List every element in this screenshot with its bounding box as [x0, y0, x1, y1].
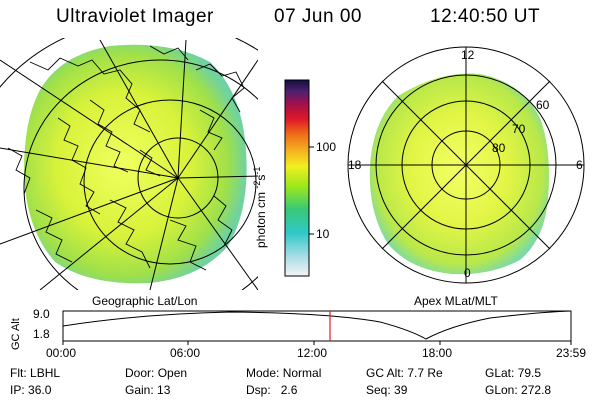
ip-info: IP: 36.0 [10, 383, 52, 397]
mlt-label-6: 6 [576, 158, 583, 172]
geographic-caption: Geographic Lat/Lon [92, 294, 198, 308]
time-title: 12:40:50 UT [430, 6, 541, 27]
geo-lat-circles [0, 38, 258, 290]
instrument-title: Ultraviolet Imager [56, 6, 214, 27]
altitude-xtick: 18:00 [422, 346, 453, 360]
altitude-ylabel: GC Alt [10, 318, 22, 350]
seq-info: Seq: 39 [366, 383, 408, 397]
altitude-ymin: 1.8 [33, 327, 50, 341]
mag-mlt-lines [348, 47, 584, 283]
altitude-trace [62, 310, 572, 340]
mlt-label-18: 18 [348, 158, 362, 172]
mode-info: Mode: Normal [246, 366, 322, 380]
mlt-label-0: 0 [464, 266, 471, 280]
glat-info: GLat: 79.5 [485, 366, 542, 380]
altitude-ymax: 9.0 [33, 307, 50, 321]
filter-info: Flt: LBHL [10, 366, 61, 380]
magnetic-polar-plot [347, 46, 585, 284]
gc-alt-info: GC Alt: 7.7 Re [366, 366, 443, 380]
altitude-plot [62, 310, 572, 345]
colorbar-tick-10: 10 [316, 227, 330, 241]
altitude-xtick: 06:00 [170, 346, 201, 360]
magnetic-caption: Apex MLat/MLT [414, 294, 498, 308]
date-title: 07 Jun 00 [274, 6, 362, 27]
geographic-map [0, 38, 258, 290]
altitude-plot-frame [62, 310, 572, 342]
gain-info: Gain: 13 [125, 383, 171, 397]
colorbar-tick-100: 100 [316, 140, 337, 154]
mlat-label-70: 70 [512, 122, 526, 136]
altitude-xtick: 23:59 [556, 346, 587, 360]
colorbar-unit-label: photon cm -2s-1 [252, 166, 268, 248]
colorbar [284, 79, 314, 277]
door-info: Door: Open [125, 366, 188, 380]
altitude-xtick: 00:00 [46, 346, 77, 360]
geo-emission-disk [24, 44, 247, 284]
geo-lon-lines [0, 39, 258, 290]
mlat-label-80: 80 [492, 141, 506, 155]
geo-coastlines [7, 45, 245, 271]
altitude-xtick: 12:00 [297, 346, 328, 360]
mag-emission-disk [369, 73, 549, 275]
dsp-info: Dsp: 2.6 [246, 383, 298, 397]
mlat-label-60: 60 [536, 98, 550, 112]
glon-info: GLon: 272.8 [485, 383, 552, 397]
mlt-label-12: 12 [461, 48, 475, 62]
colorbar-ramp [284, 79, 310, 277]
